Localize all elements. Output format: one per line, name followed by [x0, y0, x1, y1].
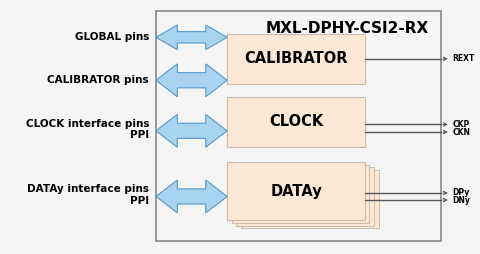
Text: GLOBAL pins: GLOBAL pins: [75, 32, 149, 42]
Text: DPy: DPy: [452, 188, 469, 197]
Bar: [227, 97, 365, 147]
Polygon shape: [156, 25, 227, 50]
Text: DATAy: DATAy: [270, 184, 322, 199]
Polygon shape: [156, 180, 227, 213]
Text: DATAy interface pins: DATAy interface pins: [27, 184, 149, 194]
Text: CLOCK: CLOCK: [269, 115, 323, 130]
Text: MXL-DPHY-CSI2-RX: MXL-DPHY-CSI2-RX: [266, 21, 429, 36]
Text: DNy: DNy: [452, 196, 470, 204]
Text: CALIBRATOR: CALIBRATOR: [244, 51, 348, 66]
Bar: [241, 170, 379, 228]
Text: CKP: CKP: [452, 120, 469, 129]
Bar: [227, 34, 365, 84]
Bar: [236, 167, 374, 226]
Text: CKN: CKN: [452, 128, 470, 137]
Text: CALIBRATOR pins: CALIBRATOR pins: [48, 75, 149, 85]
Text: CLOCK interface pins: CLOCK interface pins: [25, 119, 149, 129]
Text: REXT: REXT: [452, 54, 475, 63]
Bar: [156, 11, 441, 241]
Text: PPI: PPI: [130, 130, 149, 140]
Polygon shape: [156, 64, 227, 97]
Polygon shape: [156, 114, 227, 147]
Bar: [232, 165, 370, 223]
Bar: [227, 162, 365, 220]
Text: PPI: PPI: [130, 196, 149, 206]
